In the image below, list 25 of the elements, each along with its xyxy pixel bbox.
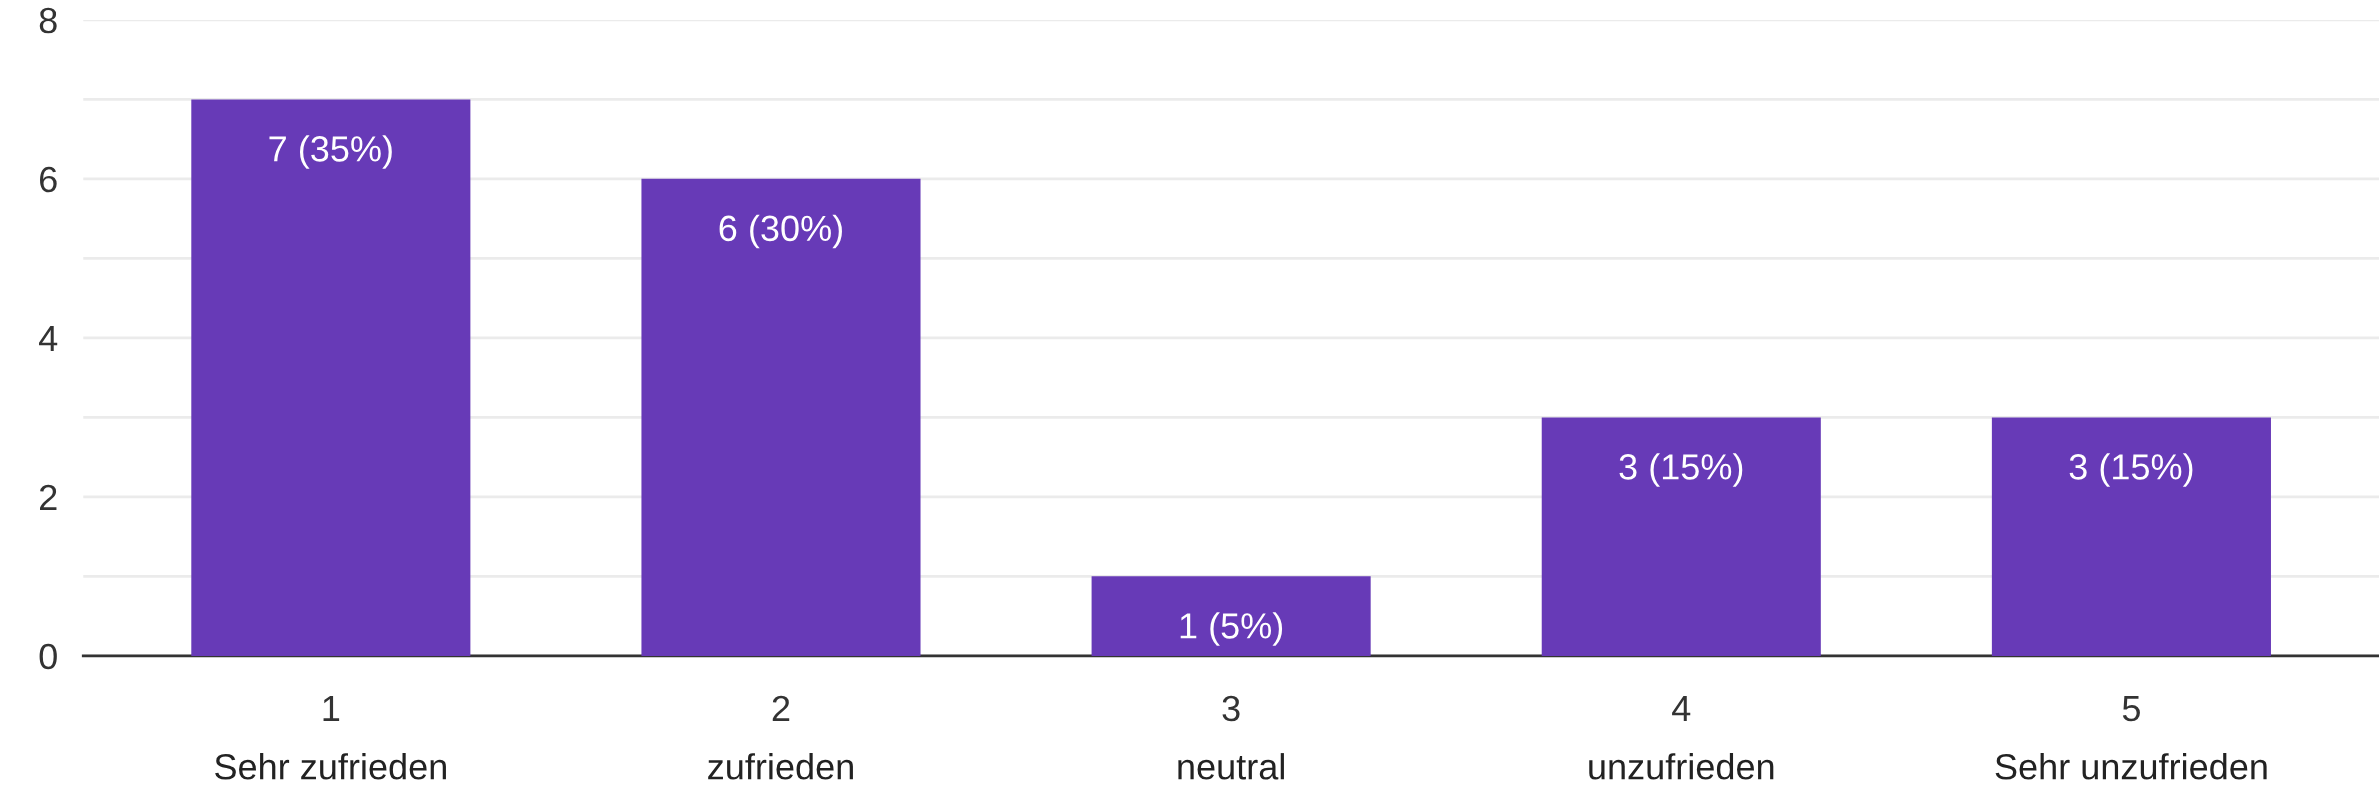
x-tick-label: 2: [772, 695, 790, 721]
bar: [191, 99, 471, 656]
bar: [1091, 576, 1371, 656]
x-tick-label: 4: [1672, 696, 1691, 721]
y-tick-label: 6: [40, 166, 57, 193]
y-tick-label: 4: [39, 326, 58, 351]
data-label: 3 (15%): [2069, 453, 2193, 487]
data-label: 6 (30%): [719, 214, 842, 249]
y-tick-label: 0: [39, 643, 57, 670]
y-tick-label: 8: [39, 7, 57, 34]
x-tick-label: 1: [323, 696, 340, 721]
text: neutral: [1178, 753, 1284, 780]
y-tick-label: 2: [40, 484, 57, 510]
text: Sehr unzufrieden: [1995, 753, 2267, 780]
text: zufrieden: [708, 753, 853, 780]
x-tick-label: 3: [1222, 695, 1240, 722]
data-label: 7 (35%): [269, 135, 392, 169]
x-tick-label: 5: [2122, 696, 2140, 722]
bar: [1541, 417, 1821, 656]
bar: [641, 178, 921, 656]
text: Sehr zufrieden: [215, 753, 446, 780]
bar: [1991, 417, 2271, 656]
data-label: 3 (15%): [1619, 453, 1743, 487]
text: unzufrieden: [1589, 753, 1774, 780]
data-label: 1 (5%): [1180, 612, 1283, 646]
